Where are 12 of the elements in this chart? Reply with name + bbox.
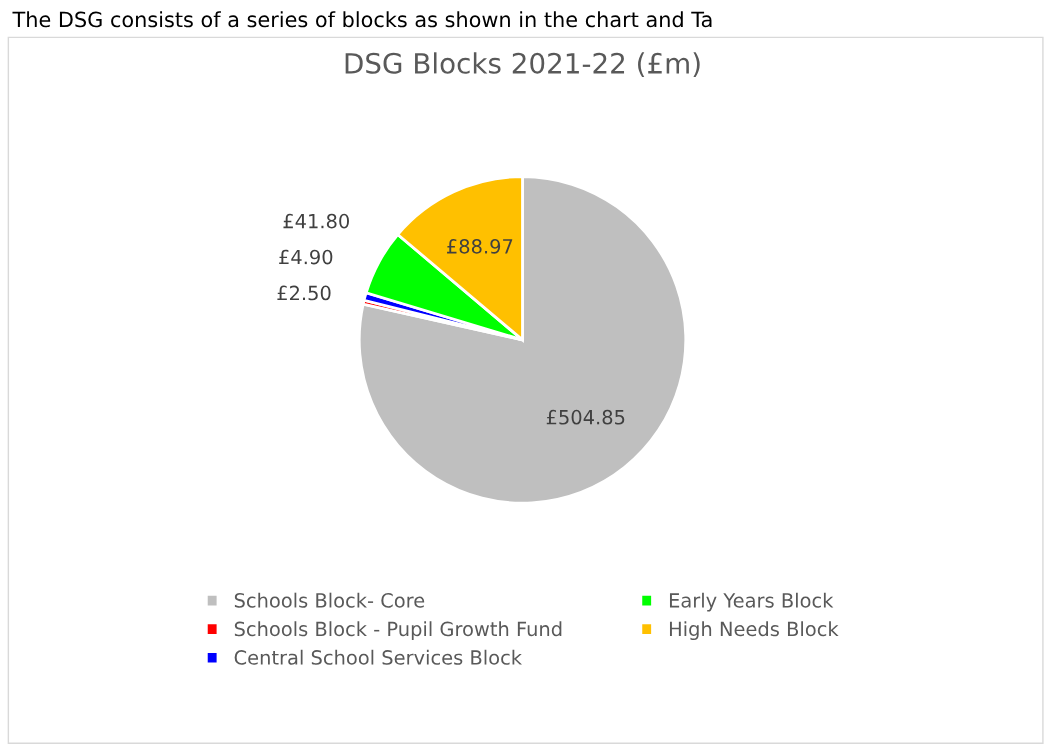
data-label: £504.85 [546,409,625,425]
legend-label: Schools Block- Core [234,592,425,608]
data-label: £41.80 [283,213,349,229]
legend-label: High Needs Block [669,621,839,641]
text: The DSG consists of a series of blocks as shown in the chart and Ta [12,11,712,28]
data-label: £88.97 [447,239,513,254]
legend-label: Schools Block - Pupil Growth Fund [234,621,562,641]
data-label: £2.50 [277,285,331,301]
legend-label: Central School Services Block [234,649,522,665]
chart-title: DSG Blocks 2021-22 (£m) [345,52,700,78]
data-label: £4.90 [279,249,333,265]
legend-label: Early Years Block [669,592,834,612]
